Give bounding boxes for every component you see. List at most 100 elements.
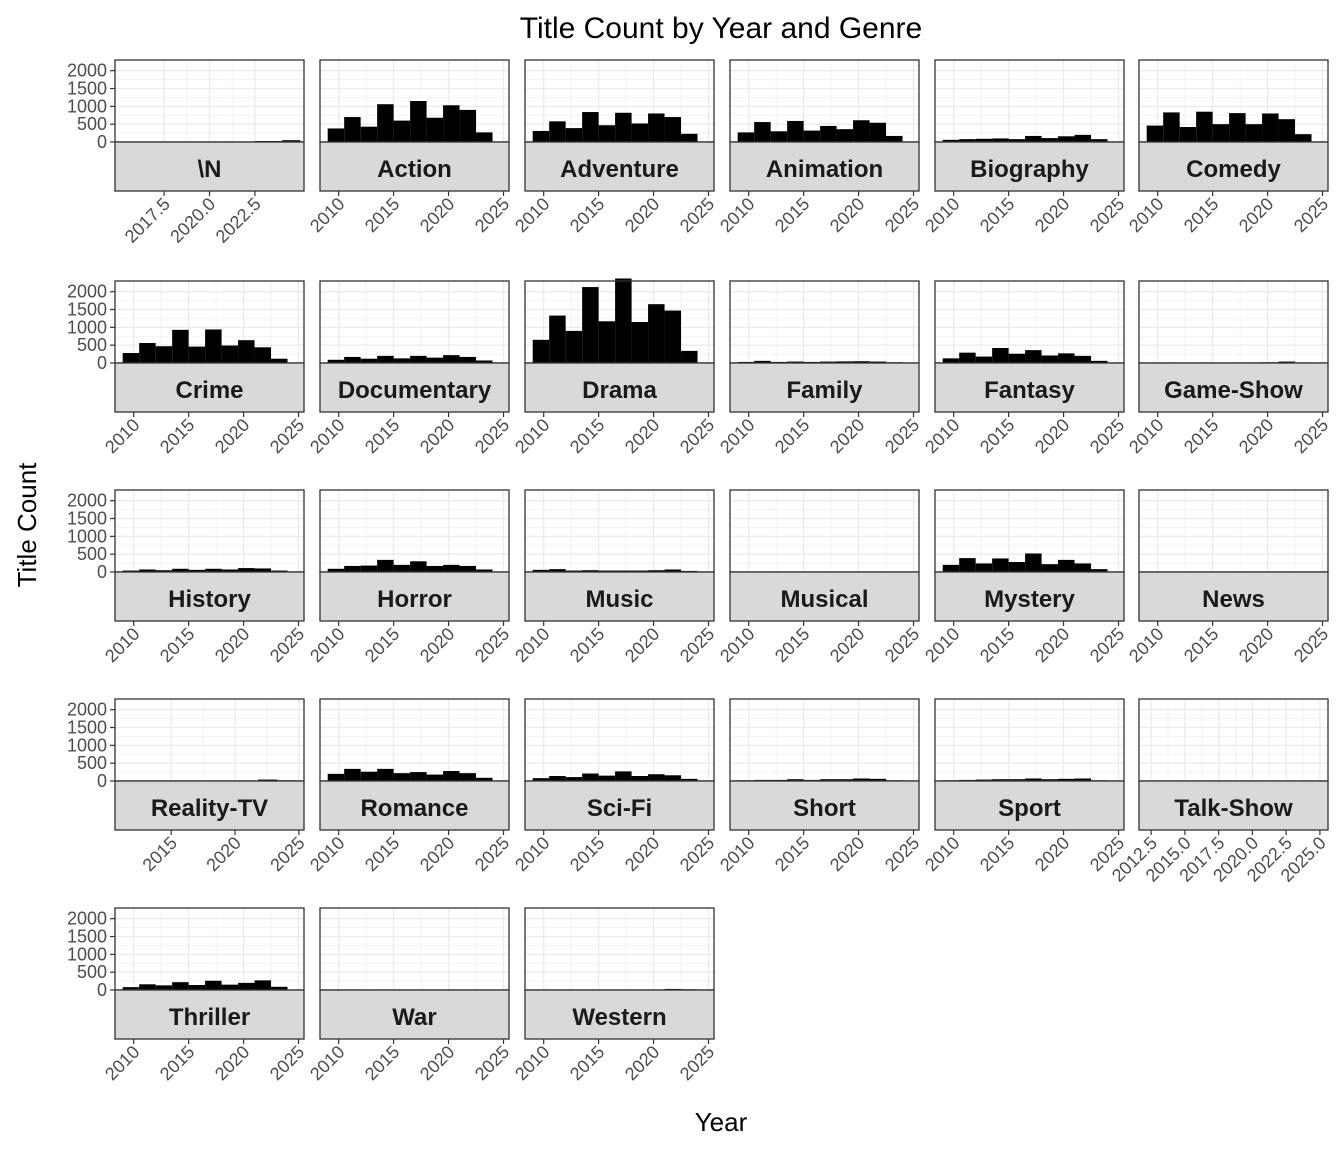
panel-animation: Animation 2010 2015 2020 2025 bbox=[716, 59, 923, 236]
histogram-bar bbox=[631, 322, 649, 363]
x-tick-label: 2020 bbox=[1235, 624, 1277, 666]
strip-background bbox=[524, 780, 715, 831]
histogram-bar bbox=[992, 138, 1009, 142]
panel-background bbox=[935, 60, 1124, 142]
histogram-bar bbox=[271, 358, 288, 363]
strip-background bbox=[729, 571, 920, 622]
strip-label: Comedy bbox=[1186, 156, 1281, 183]
histogram-bar bbox=[426, 357, 444, 363]
histogram-bar bbox=[598, 775, 616, 781]
histogram-bar bbox=[344, 565, 361, 572]
x-tick-label: 2015 bbox=[566, 1042, 608, 1084]
panel-background bbox=[115, 490, 304, 572]
histogram-bar bbox=[532, 778, 550, 781]
histogram-bar bbox=[598, 570, 616, 573]
panel-background bbox=[935, 699, 1124, 781]
histogram-bar bbox=[565, 570, 583, 573]
strip-background bbox=[934, 362, 1125, 413]
y-tick-label: 1000 bbox=[67, 317, 107, 337]
panel-family: Family 2010 2015 2020 2025 bbox=[716, 280, 923, 457]
y-tick-label: 2000 bbox=[67, 909, 107, 929]
panel-background bbox=[730, 281, 919, 363]
x-tick-label: 2020 bbox=[826, 833, 868, 875]
x-tick-label: 2020 bbox=[1031, 624, 1073, 666]
histogram-bar bbox=[327, 359, 345, 363]
strip-label: Thriller bbox=[169, 1004, 250, 1031]
histogram-bar bbox=[1091, 139, 1108, 142]
x-tick-label: 2015 bbox=[771, 415, 813, 457]
histogram-bar bbox=[1025, 135, 1042, 142]
x-tick-label: 2020 bbox=[416, 833, 458, 875]
histogram-bar bbox=[1058, 136, 1075, 142]
x-tick-label: 2015 bbox=[361, 624, 403, 666]
strip-label: Crime bbox=[175, 377, 243, 404]
panel-background bbox=[115, 908, 304, 990]
y-tick-label: 2000 bbox=[67, 282, 107, 302]
histogram-bar bbox=[631, 123, 649, 142]
histogram-bar bbox=[155, 985, 173, 990]
x-tick-label: 2010 bbox=[306, 833, 348, 875]
histogram-bar bbox=[1179, 127, 1197, 142]
y-tick-label: 0 bbox=[97, 562, 107, 582]
histogram-bar bbox=[393, 120, 411, 142]
y-tick-label: 1000 bbox=[67, 735, 107, 755]
histogram-bar bbox=[1245, 124, 1263, 142]
x-tick-label: 2010 bbox=[716, 194, 758, 236]
histogram-bar bbox=[360, 358, 378, 363]
x-tick-label: 2010 bbox=[306, 1042, 348, 1084]
histogram-bar bbox=[188, 346, 206, 363]
x-tick-label: 2015 bbox=[771, 624, 813, 666]
y-tick-label: 500 bbox=[77, 114, 107, 134]
histogram-bar bbox=[975, 356, 993, 363]
x-tick-label: 2015 bbox=[976, 194, 1018, 236]
x-tick-label: 2015 bbox=[156, 415, 198, 457]
y-tick-label: 500 bbox=[77, 544, 107, 564]
histogram-bar bbox=[598, 125, 616, 142]
histogram-bar bbox=[1091, 569, 1108, 572]
histogram-bar bbox=[992, 348, 1009, 363]
histogram-bar bbox=[393, 358, 411, 363]
histogram-bar bbox=[853, 120, 870, 142]
y-tick-label: 1500 bbox=[67, 79, 107, 99]
panel-musical: Musical 2010 2015 2020 2025 bbox=[716, 489, 923, 666]
x-tick-label: 2020 bbox=[826, 415, 868, 457]
histogram-bar bbox=[1041, 138, 1059, 142]
histogram-bar bbox=[327, 773, 345, 781]
histogram-bar bbox=[942, 358, 960, 363]
x-tick-label: 2015 bbox=[566, 194, 608, 236]
histogram-bar bbox=[238, 982, 255, 990]
panel-background bbox=[320, 490, 509, 572]
x-tick-label: 2020 bbox=[211, 1042, 253, 1084]
histogram-bar bbox=[754, 122, 771, 142]
histogram-bar bbox=[221, 345, 239, 363]
x-tick-label: 2015 bbox=[1180, 415, 1222, 457]
y-tick-label: 1000 bbox=[67, 944, 107, 964]
x-tick-label: 2015 bbox=[976, 624, 1018, 666]
histogram-bar bbox=[459, 109, 477, 142]
y-axis-title: Title Count bbox=[12, 462, 42, 588]
histogram-bar bbox=[327, 128, 345, 142]
histogram-bar bbox=[1041, 355, 1059, 363]
histogram-bar bbox=[188, 569, 206, 572]
histogram-bar bbox=[615, 112, 632, 142]
histogram-bar bbox=[1008, 353, 1026, 363]
strip-background bbox=[319, 780, 510, 831]
histogram-bar bbox=[820, 125, 837, 142]
histogram-bar bbox=[869, 122, 887, 142]
histogram-bar bbox=[992, 558, 1009, 572]
histogram-bar bbox=[532, 130, 550, 142]
panel-background bbox=[320, 281, 509, 363]
histogram-bar bbox=[975, 138, 993, 142]
histogram-bar bbox=[836, 361, 854, 363]
histogram-bar bbox=[942, 139, 960, 142]
panel-horror: Horror 2010 2015 2020 2025 bbox=[306, 489, 513, 666]
histogram-bar bbox=[532, 339, 550, 363]
histogram-bar bbox=[992, 779, 1009, 781]
strip-label: Mystery bbox=[984, 586, 1075, 613]
facet-panels: \N05001000150020002017.52020.02022.5Acti… bbox=[67, 59, 1332, 1084]
histogram-bar bbox=[122, 353, 140, 363]
x-tick-label: 2017.5 bbox=[121, 194, 174, 247]
histogram-bar bbox=[139, 569, 156, 572]
histogram-bar bbox=[1074, 563, 1092, 572]
